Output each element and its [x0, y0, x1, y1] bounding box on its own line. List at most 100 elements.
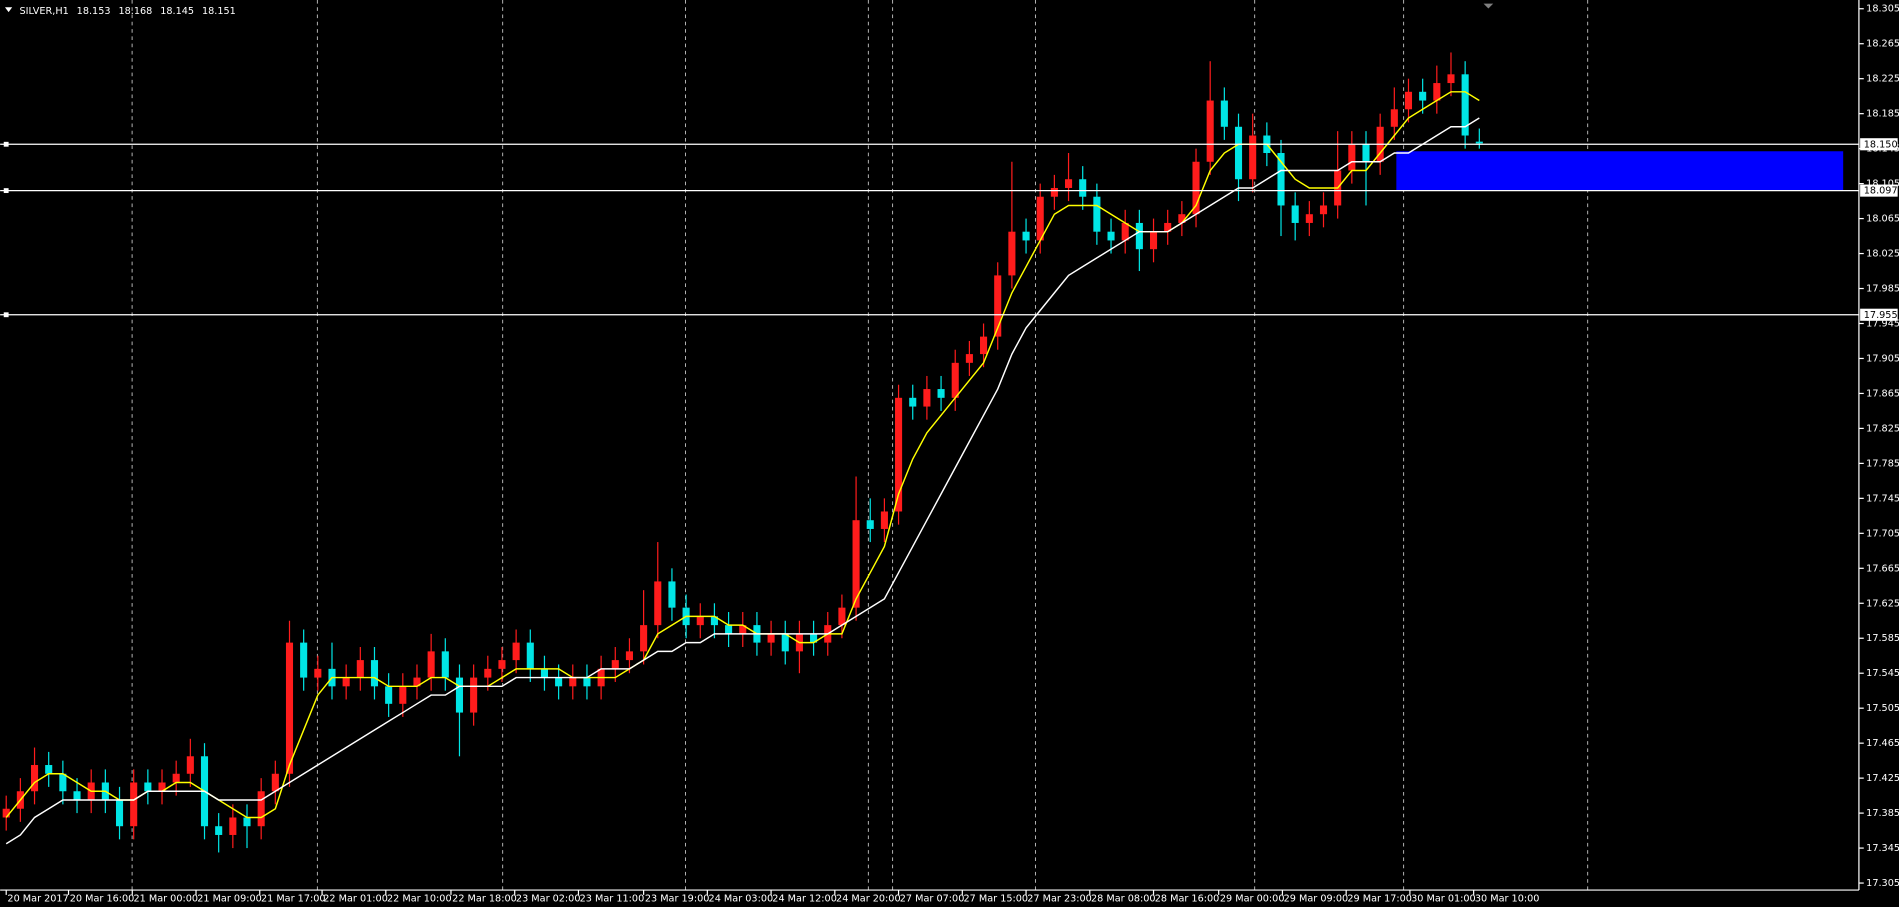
candle-body [781, 633, 789, 652]
x-tick-label: 22 Mar 10:00 [387, 894, 452, 905]
candle-body [937, 389, 945, 398]
candle-body [965, 354, 973, 363]
x-tick-label: 24 Mar 20:00 [836, 894, 901, 905]
candle-body [441, 651, 449, 678]
candle-body [1249, 135, 1257, 180]
candle-body [1093, 196, 1101, 232]
y-tick-label: 18.105 [1866, 179, 1899, 190]
y-tick-label: 17.905 [1866, 353, 1899, 364]
candle-body [852, 520, 860, 608]
candle-body [994, 275, 1002, 337]
candle-body [130, 782, 138, 827]
price-label-box [1860, 308, 1898, 321]
candle-body [484, 668, 492, 678]
candle-body [880, 511, 888, 529]
line-layer [0, 91, 1859, 845]
x-tick-label: 27 Mar 15:00 [964, 894, 1029, 905]
x-tick-label: 30 Mar 01:00 [1411, 894, 1476, 905]
candle-body [810, 633, 818, 643]
candle-body [1192, 161, 1200, 215]
x-tick-label: 20 Mar 2017 [7, 894, 68, 905]
x-tick-label: 23 Mar 02:00 [516, 894, 581, 905]
candle-body [229, 817, 237, 835]
candle-body [172, 773, 180, 783]
candle-body [399, 686, 407, 704]
candle-body [838, 607, 846, 626]
candle-body [1291, 205, 1299, 223]
y-tick-label: 18.025 [1866, 249, 1899, 260]
price-zone [1396, 151, 1844, 191]
x-tick-label: 30 Mar 10:00 [1475, 894, 1540, 905]
zone-layer [1396, 151, 1844, 191]
candle-body [1433, 83, 1441, 101]
y-tick-label: 17.385 [1866, 808, 1899, 819]
candle-body [895, 397, 903, 512]
y-tick-label: 18.265 [1866, 39, 1899, 50]
x-tick-label: 22 Mar 01:00 [323, 894, 388, 905]
menu-arrow [4, 7, 13, 13]
y-tick-label: 17.985 [1866, 284, 1899, 295]
candle-body [356, 660, 364, 678]
candle-body [1234, 126, 1243, 180]
candle-body [1008, 231, 1016, 276]
candle-body [285, 642, 294, 774]
candle-body [540, 668, 548, 678]
y-tick-label: 17.785 [1866, 458, 1899, 469]
y-tick-label: 18.185 [1866, 109, 1899, 120]
candle-body [696, 616, 704, 626]
candle-body [654, 581, 662, 626]
candle-body [1305, 214, 1313, 223]
candle-body [611, 660, 619, 669]
candle-body [314, 668, 322, 678]
candle-body [1390, 109, 1398, 127]
y-tick-label: 17.705 [1866, 528, 1899, 539]
candle-body [668, 581, 676, 608]
x-tick-label: 23 Mar 19:00 [645, 894, 710, 905]
line-handle [3, 312, 9, 318]
line-handle [3, 141, 9, 147]
y-tick-label: 17.505 [1866, 703, 1899, 714]
candle-body [158, 782, 166, 792]
x-tick-label: 24 Mar 12:00 [772, 894, 837, 905]
candle-body [1319, 205, 1328, 215]
price-label: 17.955 [1864, 310, 1898, 321]
y-tick-label: 17.545 [1866, 668, 1899, 679]
y-tick-label: 17.425 [1866, 773, 1899, 784]
x-tick-label: 21 Mar 00:00 [133, 894, 198, 905]
x-tick-label: 27 Mar 07:00 [900, 894, 965, 905]
symbol: SILVER,H1 [19, 6, 68, 17]
candle-body [215, 826, 223, 835]
candle-body [1277, 153, 1285, 206]
y-tick-label: 18.225 [1866, 74, 1899, 85]
last-high: 18.168 [118, 6, 152, 17]
candle-body [1121, 222, 1129, 241]
candle-body [583, 677, 591, 687]
x-tick-label: 28 Mar 16:00 [1155, 894, 1220, 905]
price-label: 18.150 [1864, 139, 1898, 150]
y-tick-label: 17.665 [1866, 563, 1899, 574]
candle-body [1107, 231, 1115, 241]
price-label-box [1860, 184, 1898, 197]
y-tick-label: 17.465 [1866, 738, 1899, 749]
candle-body [370, 660, 379, 687]
candle-body [767, 633, 775, 643]
candle-body [1036, 196, 1044, 241]
candle-body [1050, 187, 1058, 197]
candle-body [1149, 231, 1158, 250]
candle-body [1065, 179, 1073, 188]
x-tick-label: 22 Mar 18:00 [452, 894, 517, 905]
candle-body [866, 520, 874, 529]
candle-body [59, 773, 67, 792]
candle-body [1419, 91, 1427, 101]
candle-body [1461, 74, 1469, 136]
candle-body [739, 625, 747, 634]
x-tick-label: 29 Mar 17:00 [1347, 894, 1412, 905]
y-tick-label: 17.945 [1866, 318, 1899, 329]
candle-body [1022, 231, 1030, 241]
candle-body [498, 660, 506, 669]
y-tick-label: 17.745 [1866, 493, 1899, 504]
candle-body [1079, 179, 1087, 197]
candle-body [951, 362, 959, 398]
